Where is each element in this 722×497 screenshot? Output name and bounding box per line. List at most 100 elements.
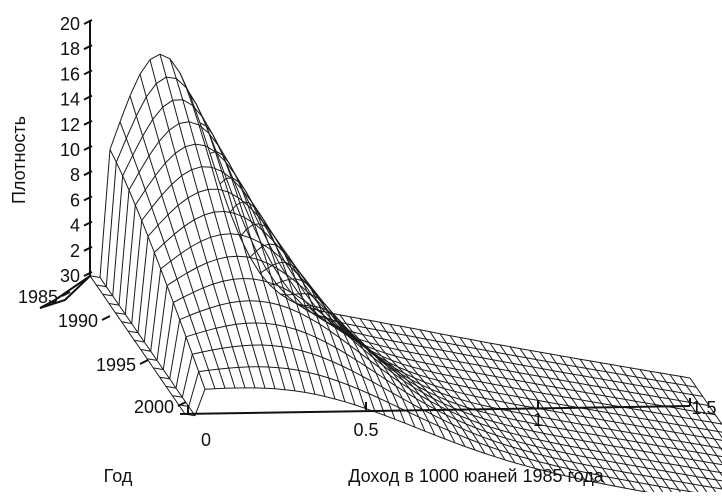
mesh-line-income xyxy=(129,173,139,191)
mesh-line-year xyxy=(302,351,308,373)
mesh-line-year xyxy=(109,304,115,313)
mesh-line-income xyxy=(189,122,199,125)
mesh-line-year xyxy=(232,347,238,368)
mesh-line-year xyxy=(229,368,235,388)
mesh-line-income xyxy=(240,237,250,257)
mesh-line-income xyxy=(233,279,243,280)
mesh-line-year xyxy=(219,369,225,388)
mesh-line-year xyxy=(123,176,129,190)
mesh-line-year xyxy=(262,345,268,367)
mesh-line-year xyxy=(189,122,195,144)
income-tick-label: 1 xyxy=(533,410,543,430)
mesh-line-year xyxy=(221,235,227,257)
mesh-line-income xyxy=(188,192,198,197)
mesh-line-year xyxy=(253,279,259,301)
mesh-line-income xyxy=(185,144,195,147)
mesh-line-year xyxy=(142,221,148,237)
surface-mesh xyxy=(90,54,722,492)
mesh-line-year xyxy=(136,116,142,136)
mesh-line-year xyxy=(256,246,262,251)
mesh-line-income xyxy=(221,234,231,235)
mesh-line-income xyxy=(272,346,282,347)
mesh-line-income xyxy=(203,284,213,288)
mesh-line-income xyxy=(212,348,222,350)
mesh-line-year xyxy=(269,244,275,245)
mesh-line-income xyxy=(275,389,285,390)
mesh-line-income xyxy=(230,301,240,302)
mesh-line-year xyxy=(179,124,185,147)
mesh-line-income xyxy=(184,220,194,227)
mesh-line-income xyxy=(163,303,173,370)
density-tick-label: 30 xyxy=(60,266,80,286)
mesh-line-income xyxy=(243,279,253,280)
mesh-line-income xyxy=(181,247,191,254)
mesh-line-income xyxy=(262,345,272,346)
mesh-line-year xyxy=(283,279,289,281)
mesh-line-year xyxy=(227,257,233,279)
year-tick-label: 1985 xyxy=(18,287,58,307)
mesh-line-income xyxy=(247,257,257,259)
mesh-line-income xyxy=(226,324,236,326)
mesh-line-year xyxy=(125,314,131,323)
mesh-line-year xyxy=(129,190,135,205)
mesh-line-year xyxy=(214,212,220,235)
mesh-line-year xyxy=(153,119,159,141)
mesh-line-income xyxy=(223,279,233,281)
mesh-line-income xyxy=(126,116,136,138)
mesh-line-year xyxy=(286,327,292,349)
mesh-line-year xyxy=(172,184,178,205)
mesh-line-year xyxy=(165,163,171,184)
mesh-line-income xyxy=(154,243,164,252)
mesh-line-year xyxy=(243,279,249,301)
mesh-line-income xyxy=(152,195,162,207)
mesh-line-income xyxy=(164,234,174,243)
mesh-line-year xyxy=(135,205,141,220)
mesh-line-income xyxy=(123,155,133,176)
mesh-line-year xyxy=(140,74,146,97)
mesh-line-income xyxy=(173,297,183,302)
mesh-line-income xyxy=(194,215,204,220)
mesh-line-income xyxy=(216,326,226,328)
mesh-line-income xyxy=(171,254,181,262)
mesh-line-year xyxy=(309,373,315,395)
mesh-line-year xyxy=(230,205,236,212)
mesh-line-year xyxy=(240,301,246,323)
mesh-line-income xyxy=(175,147,185,154)
mesh-line-income xyxy=(209,369,219,370)
year-tick-label: 2000 xyxy=(134,397,174,417)
mesh-line-year xyxy=(260,301,266,323)
mesh-line-year xyxy=(154,253,160,269)
income-axis-label: Доход в 1000 юаней 1985 года xyxy=(348,466,605,486)
income-tick-label: 1.5 xyxy=(691,398,716,418)
year-tick-mark xyxy=(140,360,148,364)
mesh-line-year xyxy=(282,347,288,369)
mesh-line-income xyxy=(151,269,161,351)
mesh-line-year xyxy=(269,367,275,389)
density-tick-label: 16 xyxy=(60,64,80,84)
mesh-line-income xyxy=(157,286,167,361)
mesh-line-income xyxy=(177,273,187,279)
mesh-line-year xyxy=(167,286,173,303)
mesh-line-income xyxy=(345,402,355,405)
mesh-line-income xyxy=(210,305,220,308)
density-axis-line xyxy=(40,20,90,308)
mesh-line-year xyxy=(312,354,318,375)
mesh-line-year xyxy=(181,254,187,273)
mesh-line-year xyxy=(187,273,193,292)
mesh-line-income xyxy=(186,334,196,337)
mesh-line-year xyxy=(186,337,192,354)
mesh-line-year xyxy=(292,349,298,371)
mesh-line-income xyxy=(182,170,192,176)
mesh-line-year xyxy=(159,141,165,163)
mesh-line-year xyxy=(296,330,302,351)
mesh-line-income xyxy=(179,122,189,124)
mesh-line-year xyxy=(202,167,208,190)
mesh-line-year xyxy=(207,263,213,284)
mesh-line-year xyxy=(237,256,243,278)
mesh-line-year xyxy=(169,130,175,153)
mesh-line-income xyxy=(211,235,221,238)
mesh-line-year xyxy=(242,346,248,367)
mesh-line-income xyxy=(286,327,296,330)
mesh-line-year xyxy=(290,309,296,330)
